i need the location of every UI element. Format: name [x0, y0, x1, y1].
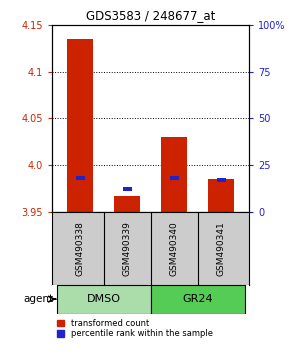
Text: GSM490339: GSM490339 — [123, 221, 132, 276]
Legend: transformed count, percentile rank within the sample: transformed count, percentile rank withi… — [56, 318, 213, 339]
Bar — [208, 179, 234, 212]
Bar — [217, 178, 226, 182]
Title: GDS3583 / 248677_at: GDS3583 / 248677_at — [86, 9, 215, 22]
Text: GR24: GR24 — [182, 294, 213, 304]
Bar — [161, 137, 187, 212]
Bar — [57, 285, 151, 314]
Bar — [76, 176, 85, 180]
Text: GSM490340: GSM490340 — [170, 221, 179, 275]
Text: DMSO: DMSO — [87, 294, 121, 304]
Text: GSM490338: GSM490338 — [76, 221, 85, 276]
Bar — [68, 39, 93, 212]
Text: GSM490341: GSM490341 — [217, 221, 226, 275]
Bar — [170, 176, 179, 180]
Bar — [123, 187, 132, 192]
Bar — [115, 196, 140, 212]
Text: agent: agent — [23, 294, 54, 304]
Bar — [151, 285, 245, 314]
